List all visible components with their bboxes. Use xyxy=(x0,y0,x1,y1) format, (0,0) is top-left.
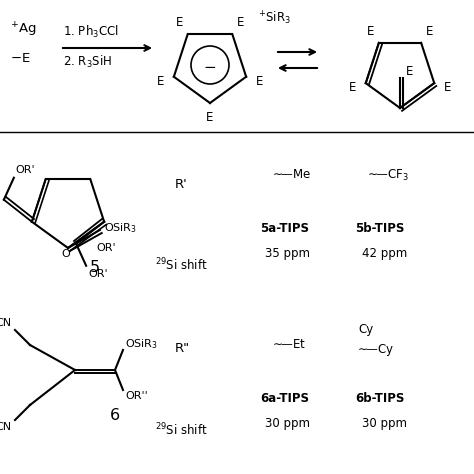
Text: 6b-TIPS: 6b-TIPS xyxy=(355,392,404,404)
Text: R": R" xyxy=(175,341,190,355)
Text: $^{29}$Si shift: $^{29}$Si shift xyxy=(155,422,208,438)
Text: $\sim\!\!$—Et: $\sim\!\!$—Et xyxy=(270,338,306,352)
Text: 2. R$_3$SiH: 2. R$_3$SiH xyxy=(63,54,112,70)
Text: E: E xyxy=(426,25,433,38)
Text: 35 ppm: 35 ppm xyxy=(265,246,310,259)
Text: OR': OR' xyxy=(88,269,108,279)
Text: $-$E: $-$E xyxy=(10,52,30,64)
Text: Cy: Cy xyxy=(358,323,373,337)
Text: OR'': OR'' xyxy=(125,391,148,401)
Text: 6: 6 xyxy=(110,408,120,422)
Text: OR': OR' xyxy=(96,243,116,253)
Text: OSiR$_3$: OSiR$_3$ xyxy=(125,337,158,351)
Text: E: E xyxy=(157,74,164,88)
Text: 5a-TIPS: 5a-TIPS xyxy=(260,221,309,235)
Text: E: E xyxy=(237,17,244,29)
Text: 30 ppm: 30 ppm xyxy=(265,417,310,429)
Text: 5: 5 xyxy=(90,261,100,275)
Text: OSiR$_3$: OSiR$_3$ xyxy=(104,221,137,235)
Text: O: O xyxy=(62,249,71,259)
Text: E: E xyxy=(206,110,214,124)
Text: 6a-TIPS: 6a-TIPS xyxy=(260,392,309,404)
Text: 30 ppm: 30 ppm xyxy=(362,417,407,429)
Text: 1. Ph$_3$CCl: 1. Ph$_3$CCl xyxy=(63,24,119,40)
Text: $-$: $-$ xyxy=(203,57,217,73)
Text: $^{29}$Si shift: $^{29}$Si shift xyxy=(155,257,208,273)
Text: E: E xyxy=(176,17,183,29)
Text: $\sim\!\!$—Cy: $\sim\!\!$—Cy xyxy=(355,342,394,358)
Text: 42 ppm: 42 ppm xyxy=(362,246,407,259)
Text: $^{+}$SiR$_3$: $^{+}$SiR$_3$ xyxy=(258,9,291,27)
Text: CN: CN xyxy=(0,422,12,432)
Text: E: E xyxy=(444,81,451,94)
Text: E: E xyxy=(256,74,263,88)
Text: 5b-TIPS: 5b-TIPS xyxy=(355,221,404,235)
Text: E: E xyxy=(349,81,356,94)
Text: R': R' xyxy=(175,179,188,191)
Text: OR': OR' xyxy=(16,165,36,175)
Text: $^{+}$Ag: $^{+}$Ag xyxy=(10,21,36,39)
Text: E: E xyxy=(406,64,414,78)
Text: CN: CN xyxy=(0,318,12,328)
Text: $\sim\!\!$—Me: $\sim\!\!$—Me xyxy=(270,168,311,182)
Text: E: E xyxy=(367,25,374,38)
Text: $\sim\!\!$—CF$_3$: $\sim\!\!$—CF$_3$ xyxy=(365,167,409,182)
